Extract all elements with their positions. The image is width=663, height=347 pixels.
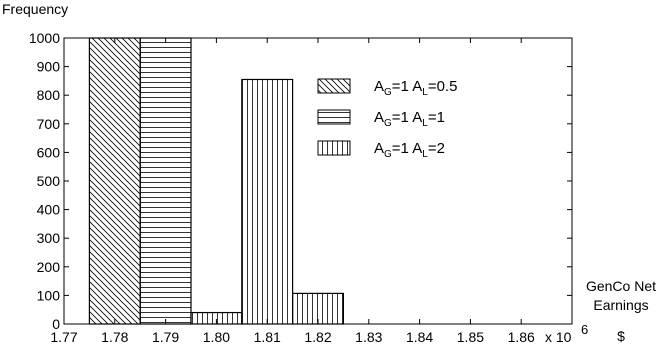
bars-group — [88, 37, 345, 325]
legend-subscript: L — [422, 87, 428, 98]
legend-text: =2 — [428, 140, 445, 157]
x-tick-label: 1.80 — [203, 329, 230, 345]
x-tick-label: 1.78 — [101, 329, 128, 345]
legend-text: A — [374, 140, 384, 157]
y-tick-label: 800 — [37, 87, 61, 103]
bar-series-3-3 — [292, 292, 345, 325]
y-tick-label: 500 — [37, 173, 61, 189]
legend-label-1: AG=1 AL=0.5 — [374, 78, 457, 98]
y-tick-label: 100 — [37, 287, 61, 303]
y-tick-label: 900 — [37, 59, 61, 75]
legend-subscript: G — [384, 87, 392, 98]
legend-text: A — [374, 109, 384, 126]
legend-swatch-1 — [317, 78, 351, 94]
legend-text: =1 — [428, 109, 445, 126]
x-axis-label-unit: $ — [617, 328, 625, 344]
y-tick-label: 200 — [37, 259, 61, 275]
legend-label-3: AG=1 AL=2 — [374, 140, 445, 160]
legend-swatch-2 — [317, 109, 351, 125]
x-tick-label: 1.81 — [254, 329, 281, 345]
x-tick-label: 1.83 — [355, 329, 382, 345]
x-axis-label-line1: GenCo Net — [586, 278, 656, 294]
legend-subscript: L — [422, 149, 428, 160]
bar-series-1-1 — [88, 37, 141, 325]
x-tick-label: 1.85 — [457, 329, 484, 345]
legend-text: =1 A — [392, 140, 422, 157]
legend-subscript: L — [422, 118, 428, 129]
legend-text: =1 A — [392, 78, 422, 95]
y-tick-label: 400 — [37, 202, 61, 218]
legend-subscript: G — [384, 118, 392, 129]
legend-swatch-3 — [317, 140, 351, 156]
legend-text: A — [374, 78, 384, 95]
legend-text: =0.5 — [428, 78, 458, 95]
x-tick-label: 1.84 — [406, 329, 433, 345]
legend-text: =1 A — [392, 109, 422, 126]
x-axis-multiplier: x 10 — [545, 329, 572, 345]
bar-series-2-1 — [139, 37, 192, 325]
x-tick-label: 1.79 — [152, 329, 179, 345]
bar-series-3-2 — [241, 78, 294, 325]
x-axis-multiplier-exponent: 6 — [581, 322, 588, 337]
x-tick-label: 1.82 — [304, 329, 331, 345]
axes-group: 0 100 200 300 400 500 600 700 800 900 1000 1.77 1.78… — [29, 30, 573, 345]
x-tick-label: 1.86 — [508, 329, 535, 345]
y-tick-label: 700 — [37, 116, 61, 132]
x-tick-label: 1.77 — [50, 329, 77, 345]
legend-label-2: AG=1 AL=1 — [374, 109, 445, 129]
y-tick-label: 600 — [37, 144, 61, 160]
x-axis-label-line2: Earnings — [593, 297, 648, 313]
legend-subscript: G — [384, 149, 392, 160]
y-axis-label: Frequency — [2, 1, 68, 17]
y-tick-label: 1000 — [29, 30, 60, 46]
y-tick-label: 0 — [52, 316, 60, 332]
y-tick-label: 300 — [37, 230, 61, 246]
legend: AG=1 AL=0.5AG=1 AL=1AG=1 AL=2 — [317, 78, 457, 160]
